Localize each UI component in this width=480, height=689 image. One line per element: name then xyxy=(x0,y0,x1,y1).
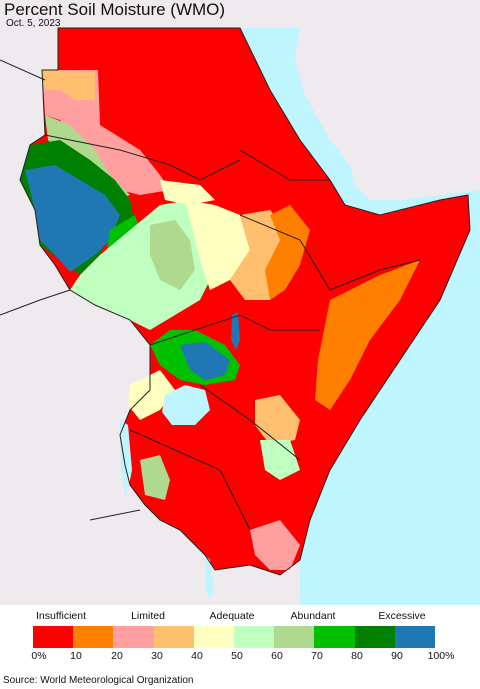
zone-yellow-rw xyxy=(128,370,175,420)
legend-tick: 0% xyxy=(31,650,47,662)
lake-victoria xyxy=(162,385,210,425)
legend-cat-insufficient: Insufficient xyxy=(35,610,87,622)
legend-swatch xyxy=(113,626,154,648)
lake-malawi xyxy=(205,555,214,600)
legend-swatch xyxy=(394,626,436,648)
legend-tick: 90 xyxy=(391,650,403,662)
country-borders xyxy=(0,27,471,576)
zone-tan-nw xyxy=(42,70,95,100)
zone-lightgreen-c xyxy=(70,200,225,330)
zone-olive-tz xyxy=(140,455,170,500)
zone-pink-nw xyxy=(42,70,170,195)
legend-cat-adequate: Adequate xyxy=(209,610,255,622)
legend-swatch xyxy=(314,626,355,648)
arabia-land xyxy=(295,28,480,200)
legend-tick: 60 xyxy=(271,650,283,662)
legend-cat-abundant: Abundant xyxy=(290,610,336,622)
legend-colorbar xyxy=(33,626,436,648)
legend-swatch xyxy=(354,626,395,648)
legend-categories: Insufficient Limited Adequate Abundant E… xyxy=(0,610,480,624)
zone-orange-so xyxy=(315,260,420,410)
zone-blue-ug xyxy=(180,342,230,380)
legend-tick: 20 xyxy=(111,650,123,662)
legend-tick: 40 xyxy=(191,650,203,662)
legend-swatch xyxy=(274,626,315,648)
zone-pink-tz xyxy=(250,520,300,570)
legend-swatch xyxy=(33,626,74,648)
soil-moisture-map xyxy=(0,0,480,605)
zone-yellow-n xyxy=(160,180,215,205)
legend-tick: 100% xyxy=(427,650,455,662)
legend-ticks: 0% 10 20 30 40 50 60 70 80 90 100% xyxy=(0,650,480,664)
legend-swatch xyxy=(153,626,194,648)
legend-cat-excessive: Excessive xyxy=(378,610,426,622)
legend-cat-limited: Limited xyxy=(131,610,165,622)
map-date: Oct. 5, 2023 xyxy=(6,18,61,29)
source-credit: Source: World Meteorological Organizatio… xyxy=(3,675,194,686)
zone-lightgreen-ke xyxy=(260,440,300,480)
zone-olive-c xyxy=(150,220,195,290)
legend-swatch xyxy=(73,626,114,648)
zone-yellow-c xyxy=(185,200,250,290)
legend-tick: 10 xyxy=(70,650,82,662)
map-title: Percent Soil Moisture (WMO) xyxy=(4,0,226,19)
legend-swatch xyxy=(234,626,275,648)
zone-blue-w xyxy=(25,165,120,272)
zone-orange-et xyxy=(265,205,310,300)
lake-turkana xyxy=(231,312,240,350)
legend-tick: 50 xyxy=(231,650,243,662)
legend-tick: 30 xyxy=(151,650,163,662)
legend-tick: 80 xyxy=(351,650,363,662)
legend-tick: 70 xyxy=(311,650,323,662)
legend-swatch xyxy=(193,626,235,648)
